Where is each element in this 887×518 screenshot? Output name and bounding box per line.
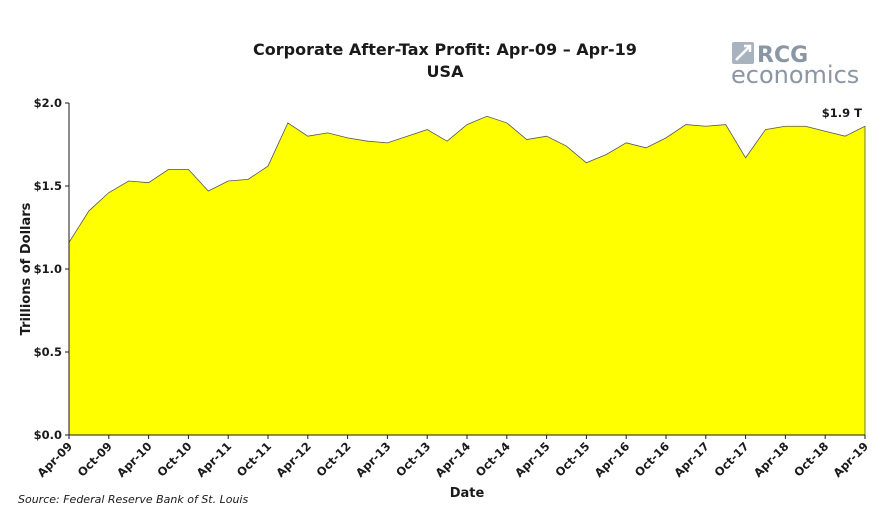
- logo-rcg-text: RCG: [757, 43, 808, 68]
- y-tick-label: $0.0: [34, 428, 62, 442]
- x-tick-label: Apr-16: [592, 439, 633, 480]
- logo-mark-icon: [732, 42, 754, 64]
- y-tick-label: $1.0: [34, 262, 62, 276]
- plot-area: $0.0$0.5$1.0$1.5$2.0 Apr-09 Oct-09 Apr-10 O…: [34, 96, 871, 480]
- chart-title: Corporate After-Tax Profit: Apr-09 – Apr…: [253, 40, 637, 59]
- x-tick-label: Oct-15: [552, 439, 592, 479]
- logo-economics-text: economics: [731, 61, 859, 89]
- x-tick-label: Apr-17: [671, 439, 712, 480]
- last-value-annotation: $1.9 T: [822, 106, 862, 120]
- x-tick-label: Apr-18: [751, 439, 792, 480]
- x-tick-label: Apr-14: [432, 439, 473, 480]
- rcg-logo: RCG economics: [731, 42, 859, 89]
- x-tick-label: Apr-13: [353, 439, 394, 480]
- y-axis-label: Trillions of Dollars: [19, 202, 34, 335]
- x-tick-label: Oct-12: [314, 439, 354, 479]
- x-tick-label: Oct-18: [791, 439, 831, 479]
- x-tick-label: Oct-11: [234, 439, 274, 479]
- x-axis-label: Date: [450, 486, 485, 501]
- x-tick-label: Apr-10: [114, 439, 155, 480]
- x-tick-label: Oct-13: [393, 439, 433, 479]
- x-tick-label: Oct-10: [154, 439, 194, 479]
- x-tick-label: Oct-17: [712, 439, 752, 479]
- chart-subtitle: USA: [427, 62, 465, 81]
- source-note: Source: Federal Reserve Bank of St. Loui…: [18, 493, 248, 506]
- x-tick-label: Oct-14: [473, 439, 513, 479]
- y-tick-label: $0.5: [34, 345, 62, 359]
- y-ticks: $0.0 $0.5 $1.0 $1.5 $2.0: [34, 96, 69, 442]
- x-tick-label: Oct-16: [632, 439, 672, 479]
- x-tick-label: Apr-12: [273, 439, 314, 480]
- x-tick-label: Apr-11: [194, 439, 235, 480]
- x-tick-label: Apr-09: [34, 439, 75, 480]
- area-series: [68, 115, 866, 436]
- y-tick-label: $1.5: [34, 179, 62, 193]
- x-tick-label: Oct-09: [75, 439, 115, 479]
- y-tick-label: $2.0: [34, 96, 62, 110]
- x-tick-label: Apr-15: [512, 439, 553, 480]
- x-tick-label: Apr-19: [830, 439, 871, 480]
- x-ticks: Apr-09 Oct-09 Apr-10 Oct-10 Apr-11 Oct-11 Apr-…: [34, 435, 871, 480]
